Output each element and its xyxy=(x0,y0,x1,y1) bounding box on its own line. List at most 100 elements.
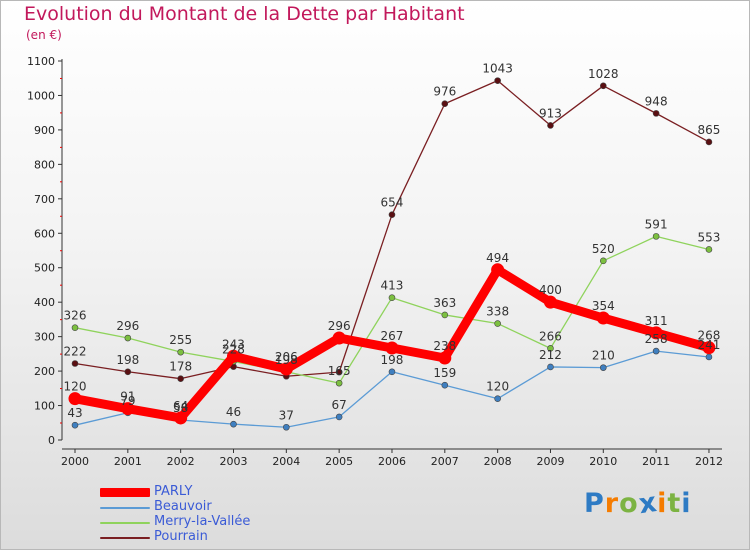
x-tick-label: 2002 xyxy=(167,455,195,468)
data-label: 258 xyxy=(645,332,668,346)
data-label: 165 xyxy=(328,364,351,378)
data-label: 266 xyxy=(539,329,562,343)
y-tick-label: 100 xyxy=(34,400,55,413)
data-point xyxy=(494,320,501,327)
data-point xyxy=(226,349,240,363)
data-label: 267 xyxy=(381,329,404,343)
legend-label: Beauvoir xyxy=(154,499,212,514)
x-tick-label: 2009 xyxy=(536,455,564,468)
data-label: 591 xyxy=(645,217,668,231)
data-point xyxy=(599,364,607,371)
data-point xyxy=(652,233,660,240)
data-point xyxy=(388,211,396,218)
data-label: 178 xyxy=(169,360,192,374)
logo-letter: r xyxy=(604,488,620,519)
legend-swatch xyxy=(100,537,150,539)
data-point xyxy=(124,334,132,342)
legend-label: Pourrain xyxy=(154,529,208,544)
data-label: 296 xyxy=(116,319,139,333)
y-tick-label: 600 xyxy=(34,227,55,240)
y-tick-label: 200 xyxy=(34,365,55,378)
data-label: 198 xyxy=(116,353,139,367)
data-point xyxy=(121,402,135,416)
data-point xyxy=(438,351,452,365)
data-label: 255 xyxy=(169,333,192,347)
data-point xyxy=(494,395,501,402)
data-label: 268 xyxy=(698,329,721,343)
data-label: 120 xyxy=(64,380,87,394)
data-label: 976 xyxy=(433,85,456,99)
data-label: 206 xyxy=(275,350,298,364)
data-point xyxy=(547,345,554,352)
data-point xyxy=(543,295,557,309)
data-label: 120 xyxy=(486,380,509,394)
data-label: 413 xyxy=(381,279,404,293)
legend-swatch xyxy=(100,522,150,524)
x-tick-label: 2000 xyxy=(61,455,89,468)
data-label: 1043 xyxy=(482,62,513,76)
data-point xyxy=(71,360,79,367)
y-tick-label: 0 xyxy=(48,434,55,447)
data-point xyxy=(705,246,713,253)
data-label: 238 xyxy=(433,339,456,353)
logo-letter: o xyxy=(619,488,639,519)
data-label: 64 xyxy=(173,399,188,413)
data-label: 79 xyxy=(120,394,135,408)
data-point xyxy=(388,368,396,376)
data-label: 520 xyxy=(592,242,615,256)
data-point xyxy=(652,110,660,117)
legend-label: Merry-la-Vallée xyxy=(154,514,251,529)
logo-letter: i xyxy=(657,488,668,519)
data-point xyxy=(68,392,82,406)
data-label: 67 xyxy=(332,398,347,412)
data-point xyxy=(494,77,501,84)
data-point xyxy=(124,368,132,376)
data-label: 326 xyxy=(64,309,87,323)
data-label: 159 xyxy=(433,366,456,380)
data-point xyxy=(702,341,716,355)
data-label: 654 xyxy=(381,196,404,210)
chart-title: Evolution du Montant de la Dette par Hab… xyxy=(24,3,465,25)
data-point xyxy=(441,311,449,319)
x-tick-label: 2008 xyxy=(484,455,512,468)
chart-subtitle: (en €) xyxy=(26,28,62,42)
data-point xyxy=(230,420,237,428)
y-tick-label: 400 xyxy=(34,296,55,309)
logo-letter: x xyxy=(636,486,660,521)
data-point xyxy=(71,324,79,331)
data-point xyxy=(388,294,396,302)
y-tick-label: 700 xyxy=(34,193,55,206)
x-tick-label: 2007 xyxy=(431,455,459,468)
data-point xyxy=(547,122,554,129)
data-point xyxy=(705,138,713,146)
data-label: 228 xyxy=(222,342,245,356)
data-label: 43 xyxy=(67,406,82,420)
data-label: 1028 xyxy=(588,67,619,81)
data-label: 37 xyxy=(279,408,294,422)
data-point xyxy=(385,341,399,355)
data-label: 948 xyxy=(645,94,668,108)
data-point xyxy=(599,82,607,90)
logo-letter: t xyxy=(667,488,682,519)
data-point xyxy=(441,100,449,108)
logo-letter: i xyxy=(681,488,692,519)
data-point xyxy=(652,347,660,355)
y-tick-label: 300 xyxy=(34,331,55,344)
x-tick-label: 2005 xyxy=(325,455,353,468)
x-tick-label: 2010 xyxy=(589,455,617,468)
data-label: 354 xyxy=(592,299,615,313)
data-point xyxy=(441,381,449,389)
data-label: 243 xyxy=(222,337,245,351)
data-label: 46 xyxy=(226,405,241,419)
legend-swatch xyxy=(100,488,150,497)
y-tick-label: 800 xyxy=(34,158,55,171)
data-point xyxy=(335,379,343,387)
legend-label: PARLY xyxy=(154,484,193,499)
data-label: 494 xyxy=(486,251,509,265)
data-label: 400 xyxy=(539,283,562,297)
data-point xyxy=(599,257,607,265)
data-label: 241 xyxy=(698,338,721,352)
data-label: 212 xyxy=(539,348,562,362)
